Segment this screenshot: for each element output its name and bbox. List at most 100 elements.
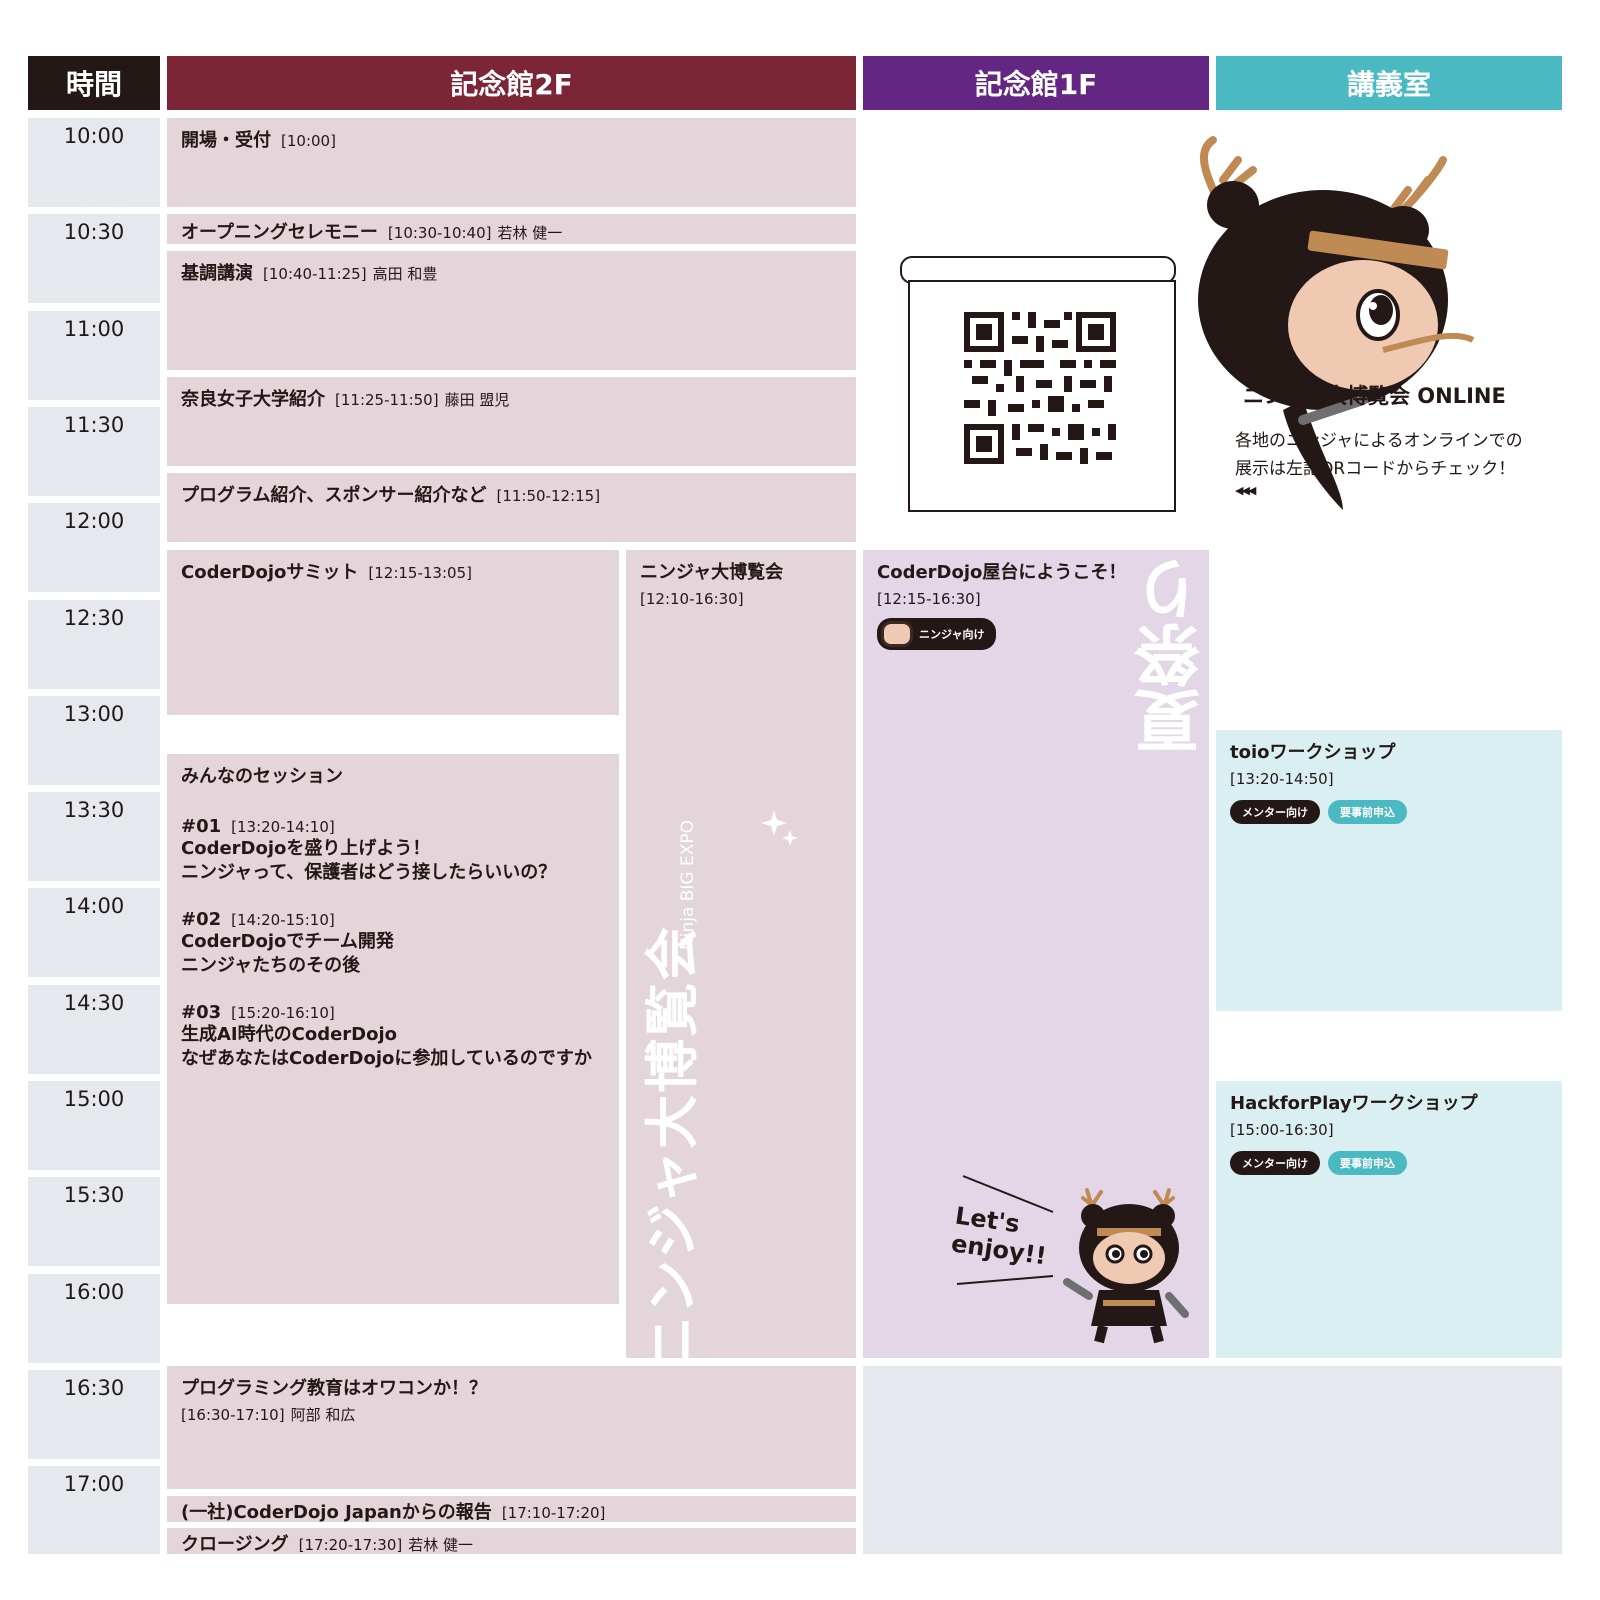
event-title: プログラミング教育はオワコンか！？ (181, 1378, 487, 1399)
time-slot: 14:30 (28, 985, 160, 1074)
event-title: (一社)CoderDojo Japanからの報告 (181, 1502, 492, 1523)
session-number: #03 (181, 1002, 222, 1023)
session-title-line: CoderDojoでチーム開発 (181, 931, 394, 952)
event-time: [12:15-16:30] (877, 590, 981, 608)
ninja-mascot-large (1198, 136, 1475, 510)
event-speaker: 若林 健一 (408, 1536, 473, 1554)
empty-slot (863, 1366, 1562, 1554)
badge-registration: 要事前申込 (1328, 800, 1407, 824)
event-time: [11:25-11:50] (335, 391, 439, 409)
event-opening[interactable]: 開場・受付 [10:00] (167, 118, 856, 207)
badge-registration: 要事前申込 (1328, 1151, 1407, 1175)
event-time: [10:00] (281, 132, 336, 150)
time-slot: 13:00 (28, 696, 160, 785)
session-title-line: ニンジャたちのその後 (181, 955, 361, 976)
qr-scroll (900, 256, 1178, 512)
event-hackforplay-workshop[interactable]: HackforPlayワークショップ [15:00-16:30] メンター向け要… (1216, 1081, 1562, 1358)
badge-mentor: メンター向け (1230, 800, 1320, 824)
event-title: ニンジャ大博覧会 (640, 562, 784, 583)
ninja-expo-logo-text: ニンジャ大博覧会 (641, 924, 704, 1358)
time-slot: 12:00 (28, 503, 160, 592)
event-time: [10:40-11:25] (263, 265, 367, 283)
header-time: 時間 (28, 56, 160, 110)
event-nara-university[interactable]: 奈良女子大学紹介 [11:25-11:50] 藤田 盟児 (167, 377, 856, 466)
event-time: [11:50-12:15] (496, 487, 601, 505)
ninja-mascot-small (1063, 1188, 1189, 1344)
event-toio-workshop[interactable]: toioワークショップ [13:20-14:50] メンター向け 要事前申込 (1216, 730, 1562, 1011)
event-speaker: 高田 和豊 (372, 265, 438, 283)
event-speaker: 阿部 和広 (290, 1406, 356, 1424)
event-title: CoderDojo屋台にようこそ！ (877, 562, 1127, 583)
badge-label: ニンジャ向け (919, 628, 985, 641)
event-coderdojo-summit[interactable]: CoderDojoサミット [12:15-13:05] (167, 550, 619, 715)
scroll-paper (908, 280, 1176, 512)
session-time: [14:20-15:10] (231, 911, 335, 929)
time-slot: 15:30 (28, 1177, 160, 1266)
qr-code (964, 312, 1116, 464)
session-number: #01 (181, 816, 222, 837)
event-opening-ceremony[interactable]: オープニングセレモニー [10:30-10:40] 若林 健一 (167, 214, 856, 244)
event-title: オープニングセレモニー (181, 222, 378, 243)
event-closing[interactable]: クロージング [17:20-17:30] 若林 健一 (167, 1528, 856, 1555)
time-slot: 16:30 (28, 1370, 160, 1459)
event-time: [12:10-16:30] (640, 590, 744, 608)
session-time: [15:20-16:10] (231, 1004, 335, 1022)
event-speaker: 若林 健一 (497, 224, 563, 242)
speech-lines-icon (957, 1175, 1054, 1285)
session-title-line: ニンジャって、保護者はどう接したらいいの？ (181, 862, 557, 883)
event-title: CoderDojoサミット (181, 562, 359, 583)
event-program-intro[interactable]: プログラム紹介、スポンサー紹介など [11:50-12:15] (167, 473, 856, 542)
event-title: クロージング (181, 1534, 289, 1555)
header-hall-1f: 記念館1F (863, 56, 1209, 110)
session-title-line: 生成AI時代のCoderDojo (181, 1024, 398, 1045)
event-title: HackforPlayワークショップ (1230, 1093, 1478, 1114)
badge-ninja: ニンジャ向け (877, 618, 997, 650)
event-title: 基調講演 (181, 263, 253, 284)
time-slot: 17:00 (28, 1466, 160, 1554)
header-lecture-room: 講義室 (1216, 56, 1562, 110)
time-slot: 14:00 (28, 888, 160, 977)
event-ninja-expo[interactable]: ニンジャ大博覧会 [12:10-16:30] ニンジャ大博覧会 Ninja BI… (626, 550, 856, 1358)
time-slot: 11:00 (28, 311, 160, 400)
time-slot: 12:30 (28, 600, 160, 689)
time-slot: 13:30 (28, 792, 160, 881)
event-coderdojo-yatai[interactable]: CoderDojo屋台にようこそ！ [12:15-16:30] ニンジャ向け 夏… (863, 550, 1209, 1358)
event-time: [10:30-10:40] (387, 224, 492, 242)
session-number: #02 (181, 909, 222, 930)
event-time: [15:00-16:30] (1230, 1121, 1334, 1139)
event-title: みんなのセッション (181, 766, 343, 787)
event-time: [16:30-17:10] (181, 1406, 285, 1424)
online-expo-arrows: ◀◀◀ (1235, 484, 1256, 497)
scroll-roll (900, 256, 1176, 284)
online-expo-desc-line2: 展示は左記QRコードからチェック！ (1235, 459, 1516, 479)
event-title: プログラム紹介、スポンサー紹介など (181, 485, 487, 506)
event-time: [12:15-13:05] (368, 564, 472, 582)
event-title: 開場・受付 (181, 130, 271, 151)
session-time: [13:20-14:10] (231, 818, 335, 836)
time-slot: 11:30 (28, 407, 160, 496)
event-community-sessions[interactable]: みんなのセッション #01 [13:20-14:10] CoderDojoを盛り上… (167, 754, 619, 1304)
ninja-face-icon (881, 621, 913, 647)
online-expo-area: ニンジャ大博覧会 ONLINE 各地のニンジャによるオンラインでの 展示は左記Q… (863, 130, 1563, 530)
session-01[interactable]: #01 [13:20-14:10] CoderDojoを盛り上げよう！ ニンジャっ… (181, 816, 605, 885)
time-slot: 10:00 (28, 118, 160, 207)
event-title: toioワークショップ (1230, 742, 1396, 763)
badge-mentor: メンター向け (1230, 1151, 1320, 1175)
event-cdj-report[interactable]: (一社)CoderDojo Japanからの報告 [17:10-17:20] (167, 1496, 856, 1523)
event-keynote[interactable]: 基調講演 [10:40-11:25] 高田 和豊 (167, 251, 856, 370)
online-expo-title: ニンジャ大博覧会 ONLINE (1243, 384, 1506, 408)
event-time: [17:10-17:20] (501, 1504, 606, 1522)
natsumatsuri-deco: 夏祭り (1134, 556, 1209, 754)
sparkle-icon (761, 810, 798, 846)
time-slot: 10:30 (28, 214, 160, 303)
session-03[interactable]: #03 [15:20-16:10] 生成AI時代のCoderDojo なぜあなたは… (181, 1002, 605, 1071)
session-title-line: なぜあなたはCoderDojoに参加しているのですか (181, 1048, 592, 1069)
time-slot: 15:00 (28, 1081, 160, 1170)
session-title-line: CoderDojoを盛り上げよう！ (181, 838, 431, 859)
session-02[interactable]: #02 [14:20-15:10] CoderDojoでチーム開発 ニンジャたちの… (181, 909, 605, 978)
event-speaker: 藤田 盟児 (444, 391, 510, 409)
time-slot: 16:00 (28, 1274, 160, 1363)
event-time: [17:20-17:30] (298, 1536, 403, 1554)
online-expo-desc-line1: 各地のニンジャによるオンラインでの (1235, 431, 1523, 451)
event-programming-education[interactable]: プログラミング教育はオワコンか！？ [16:30-17:10] 阿部 和広 (167, 1366, 856, 1489)
